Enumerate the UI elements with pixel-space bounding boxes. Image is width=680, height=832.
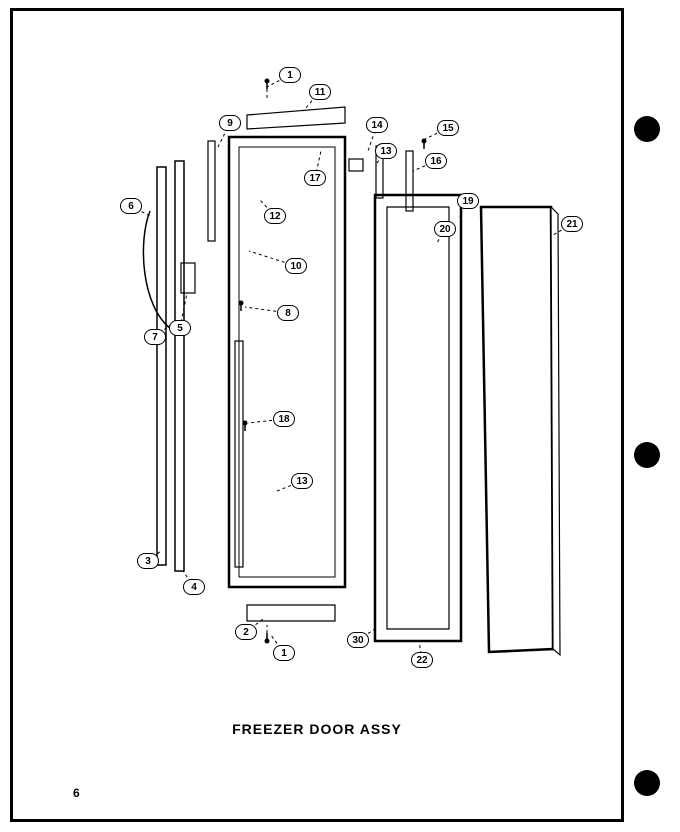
part-top_cap xyxy=(247,107,345,129)
part-bottom_cap xyxy=(247,605,335,621)
callout-11: 11 xyxy=(309,84,331,100)
page-number: 6 xyxy=(73,786,80,800)
callout-13: 13 xyxy=(291,473,313,489)
part-bracket_small xyxy=(349,159,363,171)
callout-10: 10 xyxy=(285,258,307,274)
part-hinge_strip2 xyxy=(406,151,413,211)
page-frame: 1111415169675171210818133421302219202113… xyxy=(10,8,624,822)
callout-21: 21 xyxy=(561,216,583,232)
callout-1: 1 xyxy=(273,645,295,661)
callout-14: 14 xyxy=(366,117,388,133)
part-gasket_frame_inner xyxy=(387,207,449,629)
callout-17: 17 xyxy=(304,170,326,186)
screw-icon xyxy=(265,625,270,644)
callout-7: 7 xyxy=(144,329,166,345)
callout-9: 9 xyxy=(219,115,241,131)
callout-5: 5 xyxy=(169,320,191,336)
diagram-title: FREEZER DOOR ASSY xyxy=(13,721,621,737)
callout-15: 15 xyxy=(437,120,459,136)
screw-icon xyxy=(265,79,270,102)
part-short_trim_left xyxy=(208,141,215,241)
callout-20: 20 xyxy=(434,221,456,237)
exploded-diagram xyxy=(13,11,627,825)
callout-2: 2 xyxy=(235,624,257,640)
callout-6: 6 xyxy=(120,198,142,214)
callout-4: 4 xyxy=(183,579,205,595)
callout-3: 3 xyxy=(137,553,159,569)
part-handle_trim_left xyxy=(157,167,166,565)
part-door_panel_edge xyxy=(551,207,560,655)
part-door_inner_inset xyxy=(239,147,335,577)
punch-hole xyxy=(634,116,660,142)
punch-hole xyxy=(634,770,660,796)
callout-1: 1 xyxy=(279,67,301,83)
part-door_panel xyxy=(481,207,553,652)
callout-16: 16 xyxy=(425,153,447,169)
part-gasket_frame_outer xyxy=(375,195,461,641)
callout-8: 8 xyxy=(277,305,299,321)
part-handle_core_left xyxy=(175,161,184,571)
punch-hole xyxy=(634,442,660,468)
callout-13: 13 xyxy=(375,143,397,159)
callout-18: 18 xyxy=(273,411,295,427)
part-switch_plate xyxy=(181,263,195,293)
part-door_inner_rect xyxy=(229,137,345,587)
callout-30: 30 xyxy=(347,632,369,648)
callout-22: 22 xyxy=(411,652,433,668)
callout-12: 12 xyxy=(264,208,286,224)
callout-19: 19 xyxy=(457,193,479,209)
